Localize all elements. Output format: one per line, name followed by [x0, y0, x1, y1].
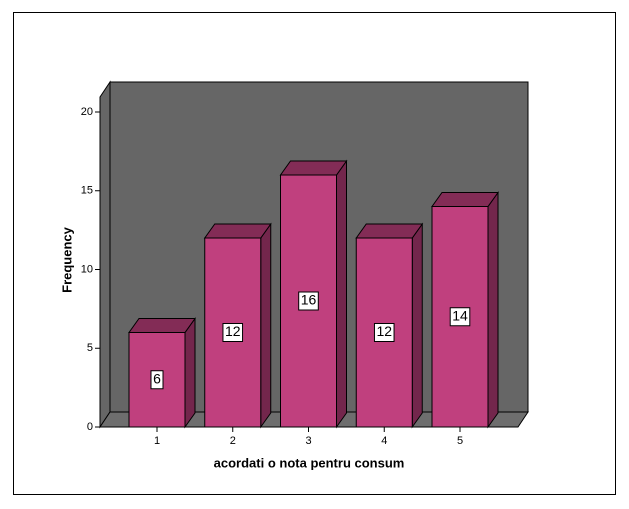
- value-label: 12: [376, 323, 392, 339]
- x-tick-label: 1: [154, 435, 160, 447]
- bar-top: [431, 192, 499, 207]
- x-tick-label: 4: [381, 435, 387, 447]
- x-tick-label: 2: [230, 435, 236, 447]
- bar-top: [355, 223, 424, 239]
- bar-side: [260, 222, 272, 429]
- x-axis-label: acordati o nota pentru consum: [214, 455, 405, 470]
- y-axis-label: Frequency: [59, 226, 74, 293]
- value-label: 6: [153, 370, 161, 386]
- bar-side: [184, 316, 196, 429]
- value-label: 12: [225, 323, 241, 339]
- bar-side: [487, 190, 499, 429]
- y-tick-label: 5: [87, 342, 93, 354]
- bar-side: [411, 222, 423, 429]
- value-label-box: [298, 291, 319, 311]
- side-wall: [99, 80, 111, 429]
- value-label-box: [222, 323, 244, 342]
- y-tick-label: 15: [81, 185, 93, 197]
- value-label-box: [449, 307, 471, 327]
- bar-top: [203, 223, 272, 239]
- value-label-box: [150, 370, 164, 390]
- y-tick-label: 10: [81, 263, 93, 275]
- y-tick-label: 0: [87, 421, 93, 433]
- x-tick-label: 5: [457, 435, 463, 447]
- y-tick-label: 20: [81, 106, 93, 118]
- value-label-box: [373, 323, 395, 342]
- chart-frame: [13, 12, 616, 495]
- bar-top: [279, 160, 348, 176]
- value-label: 16: [301, 292, 317, 308]
- value-label: 14: [452, 307, 468, 323]
- bar-top: [128, 318, 196, 333]
- x-tick-label: 3: [305, 435, 311, 447]
- bar-side: [336, 159, 347, 429]
